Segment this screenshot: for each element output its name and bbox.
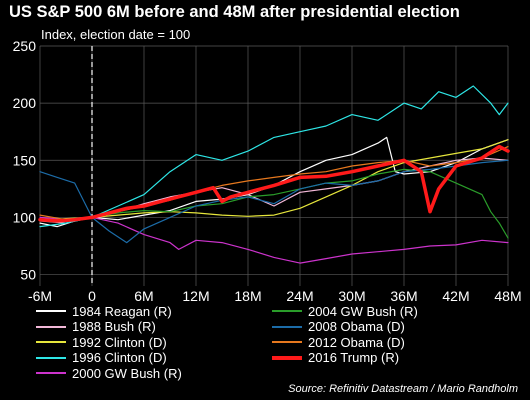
legend-swatch: [36, 310, 66, 312]
y-tick-label: 200: [13, 95, 37, 111]
x-tick-label: 6M: [134, 288, 153, 304]
series-line: [39, 159, 509, 244]
x-tick-label: 42M: [442, 288, 469, 304]
legend-swatch: [272, 310, 302, 312]
series-line: [39, 136, 509, 228]
x-tick-label: -6M: [28, 288, 52, 304]
x-tick-label: 24M: [286, 288, 313, 304]
legend-swatch: [36, 356, 66, 359]
legend-label: 2004 GW Bush (R): [308, 303, 418, 319]
legend-swatch: [272, 325, 302, 328]
chart-title: US S&P 500 6M before and 48M after presi…: [9, 3, 460, 21]
chart-subtitle: Index, election date = 100: [41, 27, 191, 42]
legend-item: 1992 Clinton (D): [36, 334, 167, 350]
y-tick-label: 150: [13, 152, 37, 168]
y-tick-label: 100: [13, 209, 37, 225]
legend-label: 2012 Obama (D): [308, 334, 405, 350]
legend-item: 1984 Reagan (R): [36, 303, 172, 319]
series-line: [39, 216, 509, 264]
grid-lines: [39, 45, 509, 286]
x-tick-label: 36M: [390, 288, 417, 304]
series-line: [39, 146, 509, 221]
series-lines: [38, 85, 510, 264]
legend-swatch: [36, 325, 66, 328]
legend-swatch: [36, 341, 66, 344]
source-note: Source: Refinitiv Datastream / Mario Ran…: [288, 383, 518, 395]
legend-item: 2016 Trump (R): [272, 350, 399, 366]
legend-item: 1996 Clinton (D): [36, 350, 167, 366]
legend-item: 2004 GW Bush (R): [272, 303, 418, 319]
legend-item: 2012 Obama (D): [272, 334, 405, 350]
legend-item: 1988 Bush (R): [36, 319, 156, 335]
x-tick-label: 12M: [182, 288, 209, 304]
series-line: [39, 85, 509, 228]
x-tick-label: 0: [88, 288, 96, 304]
legend-label: 2008 Obama (D): [308, 319, 405, 335]
series-line: [39, 139, 509, 222]
legend-item: 2000 GW Bush (R): [36, 365, 182, 381]
legend-label: 1996 Clinton (D): [72, 350, 167, 366]
y-tick-label: 50: [20, 267, 36, 283]
legend-label: 1992 Clinton (D): [72, 334, 167, 350]
series-line: [38, 144, 510, 223]
legend: 1984 Reagan (R) 1988 Bush (R) 1992 Clinton…: [36, 303, 476, 381]
legend-label: 1988 Bush (R): [72, 319, 156, 335]
legend-item: 2008 Obama (D): [272, 319, 405, 335]
legend-swatch: [272, 355, 302, 360]
legend-label: 2016 Trump (R): [308, 350, 400, 366]
y-tick-label: 250: [13, 38, 37, 54]
legend-label: 2000 GW Bush (R): [72, 365, 182, 381]
legend-swatch: [272, 341, 302, 344]
x-tick-label: 30M: [338, 288, 365, 304]
legend-swatch: [36, 372, 66, 375]
legend-label: 1984 Reagan (R): [72, 303, 172, 319]
x-tick-label: 48M: [494, 288, 521, 304]
x-tick-label: 18M: [234, 288, 261, 304]
axis-ticks: -6M 0 6M 12M 18M 24M 30M 36M 42M 48M 50 100 150 200 25…: [13, 38, 522, 304]
